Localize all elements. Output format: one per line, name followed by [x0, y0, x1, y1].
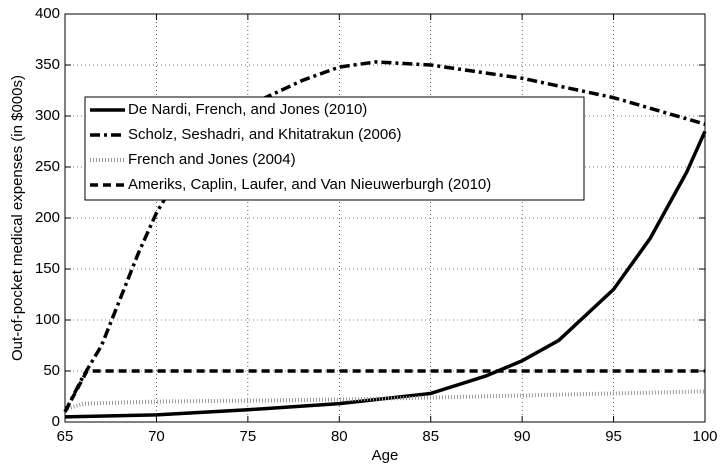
y-tick-label: 0	[52, 413, 60, 430]
x-tick-label: 90	[514, 428, 531, 445]
x-tick-label: 80	[331, 428, 348, 445]
legend-label: De Nardi, French, and Jones (2010)	[128, 101, 367, 118]
x-tick-label: 95	[605, 428, 622, 445]
y-tick-label: 50	[43, 362, 60, 379]
y-tick-label: 250	[35, 158, 60, 175]
x-tick-label: 100	[692, 428, 717, 445]
y-tick-label: 400	[35, 5, 60, 22]
plot-frame	[64, 13, 706, 423]
y-tick-label: 150	[35, 260, 60, 277]
series-line	[63, 369, 705, 413]
series-line	[64, 389, 706, 412]
legend-label: Scholz, Seshadri, and Khitatrakun (2006)	[128, 126, 402, 143]
legend-box	[84, 96, 585, 201]
legend-label: French and Jones (2004)	[128, 151, 296, 168]
y-tick-label: 100	[35, 311, 60, 328]
x-tick-label: 70	[148, 428, 165, 445]
series-line	[64, 130, 707, 419]
y-axis-label: Out-of-pocket medical expenses (in $000s…	[9, 75, 26, 361]
y-tick-label: 200	[35, 209, 60, 226]
series-line	[63, 60, 706, 413]
y-tick-label: 350	[35, 56, 60, 73]
x-tick-label: 85	[422, 428, 439, 445]
y-tick-label: 300	[35, 107, 60, 124]
legend-label: Ameriks, Caplin, Laufer, and Van Nieuwer…	[128, 176, 491, 193]
x-axis-label: Age	[372, 447, 399, 464]
x-tick-label: 65	[57, 428, 74, 445]
x-tick-label: 75	[240, 428, 257, 445]
